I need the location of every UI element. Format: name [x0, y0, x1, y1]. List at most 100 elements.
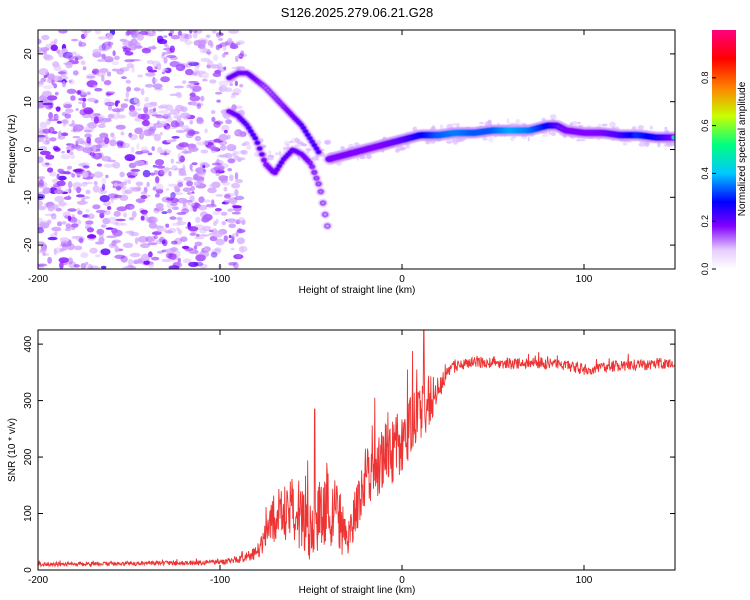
noise-blob — [196, 103, 202, 110]
noise-blob — [130, 168, 141, 172]
noise-blob — [84, 143, 90, 149]
noise-blob — [128, 132, 133, 138]
noise-blob — [166, 54, 177, 59]
noise-blob — [235, 231, 239, 237]
noise-blob — [207, 60, 214, 67]
noise-blob — [140, 191, 147, 195]
noise-blob — [221, 201, 229, 205]
noise-blob — [224, 194, 231, 199]
noise-blob — [84, 125, 95, 133]
noise-blob — [112, 50, 116, 57]
lower-branch-core — [246, 126, 251, 130]
y-tick-label: 100 — [23, 505, 34, 522]
noise-blob — [513, 136, 517, 139]
noise-blob — [133, 97, 138, 104]
noise-blob — [176, 227, 180, 231]
noise-blob — [171, 136, 180, 139]
noise-blob — [200, 170, 206, 178]
noise-blob — [105, 174, 109, 179]
noise-blob — [76, 200, 87, 205]
noise-blob — [97, 124, 106, 128]
upper-branch-core — [303, 129, 308, 133]
noise-blob — [283, 146, 286, 153]
noise-blob — [159, 168, 168, 175]
noise-blob — [157, 146, 163, 154]
noise-blob — [184, 40, 193, 45]
noise-blob — [77, 247, 82, 250]
noise-blob — [197, 39, 207, 47]
noise-blob — [78, 42, 87, 47]
upper-branch-core — [312, 143, 317, 147]
noise-blob — [202, 225, 212, 232]
noise-blob — [147, 152, 153, 156]
lower-branch-core — [251, 133, 256, 137]
noise-blob — [189, 95, 201, 102]
noise-blob — [62, 80, 66, 88]
snr-y-axis: 0 100 200 300 400 — [23, 335, 675, 573]
upper-branch-core — [308, 136, 312, 140]
x-tick-label: -100 — [210, 575, 230, 586]
noise-blob — [232, 205, 242, 209]
noise-blob — [238, 217, 245, 224]
noise-blob — [73, 264, 80, 268]
noise-blob — [111, 228, 118, 234]
noise-blob — [156, 250, 164, 254]
noise-blob — [200, 57, 211, 63]
noise-blob — [189, 206, 193, 212]
noise-blob — [175, 129, 186, 133]
noise-blob — [121, 76, 127, 79]
noise-blob — [98, 44, 110, 52]
noise-blob — [93, 84, 98, 89]
noise-blob — [158, 110, 169, 114]
noise-blob — [240, 246, 244, 254]
noise-blob — [189, 30, 193, 34]
noise-blob — [235, 105, 243, 110]
noise-blob — [177, 182, 184, 188]
noise-blob — [119, 181, 126, 187]
noise-blob — [167, 183, 179, 187]
noise-blob — [45, 162, 50, 166]
noise-blob — [187, 129, 196, 137]
noise-blob — [164, 167, 170, 173]
noise-blob — [93, 181, 98, 186]
noise-blob — [78, 237, 84, 244]
noise-blob — [225, 200, 229, 205]
noise-blob — [38, 182, 45, 188]
noise-blob — [236, 40, 245, 45]
noise-blob — [114, 254, 126, 259]
noise-blob — [48, 112, 53, 120]
noise-blob — [165, 223, 170, 228]
noise-blob — [111, 60, 120, 66]
noise-blob — [120, 131, 125, 136]
noise-blob — [649, 125, 653, 130]
noise-blob — [182, 164, 186, 172]
noise-blob — [162, 113, 170, 119]
noise-blob — [52, 178, 59, 184]
noise-blob — [227, 37, 233, 43]
noise-blob — [183, 247, 194, 251]
noise-blob — [67, 215, 72, 222]
noise-blob — [64, 189, 71, 192]
noise-blob — [453, 139, 458, 145]
upper-branch-core — [310, 140, 314, 144]
noise-blob — [194, 241, 203, 247]
noise-blob — [38, 38, 42, 45]
noise-blob — [90, 144, 101, 153]
noise-blob — [672, 144, 675, 147]
noise-blob — [44, 133, 48, 140]
noise-blob — [208, 184, 220, 188]
noise-blob — [216, 99, 221, 103]
noise-blob — [211, 248, 221, 255]
noise-blob — [52, 60, 60, 68]
noise-blob — [82, 170, 89, 179]
noise-blob — [146, 181, 150, 188]
figure-title: S126.2025.279.06.21.G28 — [281, 5, 434, 20]
noise-blob — [67, 195, 71, 200]
noise-blob — [190, 185, 196, 192]
noise-blob — [135, 151, 144, 155]
noise-blob — [149, 101, 155, 105]
noise-blob — [96, 163, 103, 167]
noise-blob — [162, 51, 169, 55]
noise-blob — [153, 107, 157, 112]
noise-blob — [191, 162, 198, 166]
